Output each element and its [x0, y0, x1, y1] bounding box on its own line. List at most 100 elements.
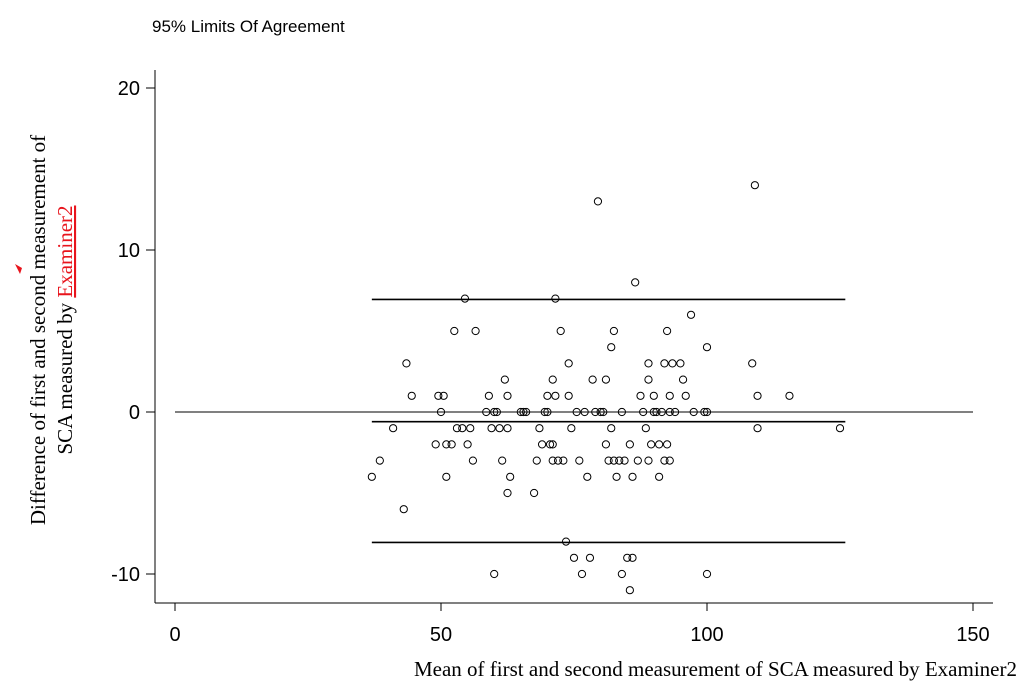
- data-point: [665, 456, 674, 465]
- data-point: [649, 391, 658, 400]
- data-point: [628, 472, 637, 481]
- data-point: [631, 278, 640, 287]
- data-point: [599, 407, 608, 417]
- data-point: [503, 488, 512, 498]
- data-point: [482, 407, 491, 417]
- data-point: [670, 407, 680, 417]
- y-tick-label: 10: [118, 240, 140, 262]
- x-axis-label: Mean of first and second measurement of …: [414, 657, 1017, 681]
- data-point: [785, 391, 794, 400]
- y-axis: -10 0 10 20: [111, 70, 156, 603]
- data-point: [577, 569, 587, 579]
- data-point: [389, 424, 398, 433]
- data-point: [628, 553, 637, 562]
- data-point: [468, 456, 478, 465]
- data-point: [367, 472, 376, 481]
- x-tick-label: 150: [956, 624, 989, 646]
- data-point: [503, 391, 512, 400]
- data-point: [617, 407, 626, 417]
- data-point: [458, 424, 467, 433]
- data-point: [639, 407, 648, 417]
- plot-area: [175, 181, 973, 595]
- x-ticks: 0 50 100 150: [169, 603, 990, 646]
- data-point: [625, 586, 634, 595]
- data-point: [647, 440, 656, 449]
- data-point: [537, 440, 547, 449]
- data-point: [399, 505, 408, 514]
- x-tick-label: 50: [430, 624, 452, 646]
- data-point: [402, 359, 411, 368]
- data-point: [835, 424, 845, 433]
- x-axis: 0 50 100 150: [155, 602, 993, 646]
- data-point: [436, 407, 446, 417]
- data-point: [460, 294, 470, 303]
- x-tick-label: 0: [169, 624, 180, 646]
- data-point: [548, 375, 557, 384]
- reference-lines: [175, 298, 973, 544]
- data-point: [471, 326, 480, 336]
- data-point: [442, 472, 451, 481]
- data-point: [665, 407, 674, 417]
- data-point: [503, 424, 512, 433]
- data-point: [434, 391, 443, 400]
- data-point: [678, 375, 688, 384]
- data-point: [439, 391, 448, 400]
- data-point: [615, 456, 624, 465]
- data-point: [604, 456, 613, 465]
- data-point: [657, 407, 666, 417]
- data-point: [620, 456, 629, 465]
- data-point: [519, 407, 528, 417]
- data-point: [564, 391, 573, 400]
- data-point: [676, 359, 685, 368]
- data-point: [450, 326, 459, 336]
- data-point: [660, 456, 669, 465]
- data-point: [407, 391, 416, 400]
- data-point: [556, 326, 565, 336]
- data-point: [591, 407, 600, 417]
- data-point: [500, 375, 509, 384]
- data-point: [447, 440, 456, 449]
- data-point: [487, 424, 496, 433]
- data-point: [663, 326, 672, 336]
- data-point: [750, 181, 759, 190]
- data-point: [580, 407, 589, 417]
- y-axis-label: Difference of first and second measureme…: [26, 135, 77, 525]
- data-point: [633, 456, 642, 465]
- data-point: [551, 294, 560, 303]
- chart-title: 95% Limits Of Agreement: [152, 17, 345, 36]
- data-points: [367, 181, 845, 595]
- data-point: [700, 407, 709, 417]
- examiner-link[interactable]: Examiner2: [53, 205, 77, 297]
- data-point: [644, 359, 653, 368]
- data-point: [442, 440, 451, 449]
- data-point: [689, 407, 698, 417]
- edit-marker-icon: [15, 264, 22, 274]
- y-axis-label-line1: Difference of first and second measureme…: [26, 135, 50, 525]
- data-point: [506, 472, 515, 481]
- data-point: [636, 391, 645, 400]
- data-point: [665, 391, 674, 400]
- data-point: [492, 407, 501, 417]
- data-point: [466, 424, 475, 433]
- data-point: [548, 440, 557, 449]
- data-point: [623, 553, 632, 562]
- data-point: [655, 440, 664, 449]
- data-point: [748, 359, 757, 368]
- data-point: [641, 424, 650, 433]
- data-point: [543, 391, 552, 400]
- data-point: [644, 456, 653, 465]
- data-point: [545, 440, 555, 449]
- data-point: [564, 359, 573, 368]
- data-point: [753, 391, 762, 400]
- data-point: [569, 553, 579, 562]
- data-point: [681, 391, 690, 400]
- y-ticks: -10 0 10 20: [111, 78, 155, 586]
- data-point: [516, 407, 525, 417]
- data-point: [607, 343, 616, 352]
- data-point: [530, 488, 539, 498]
- data-point: [522, 407, 531, 417]
- data-point: [543, 407, 552, 417]
- data-point: [572, 407, 581, 417]
- data-point: [532, 456, 541, 465]
